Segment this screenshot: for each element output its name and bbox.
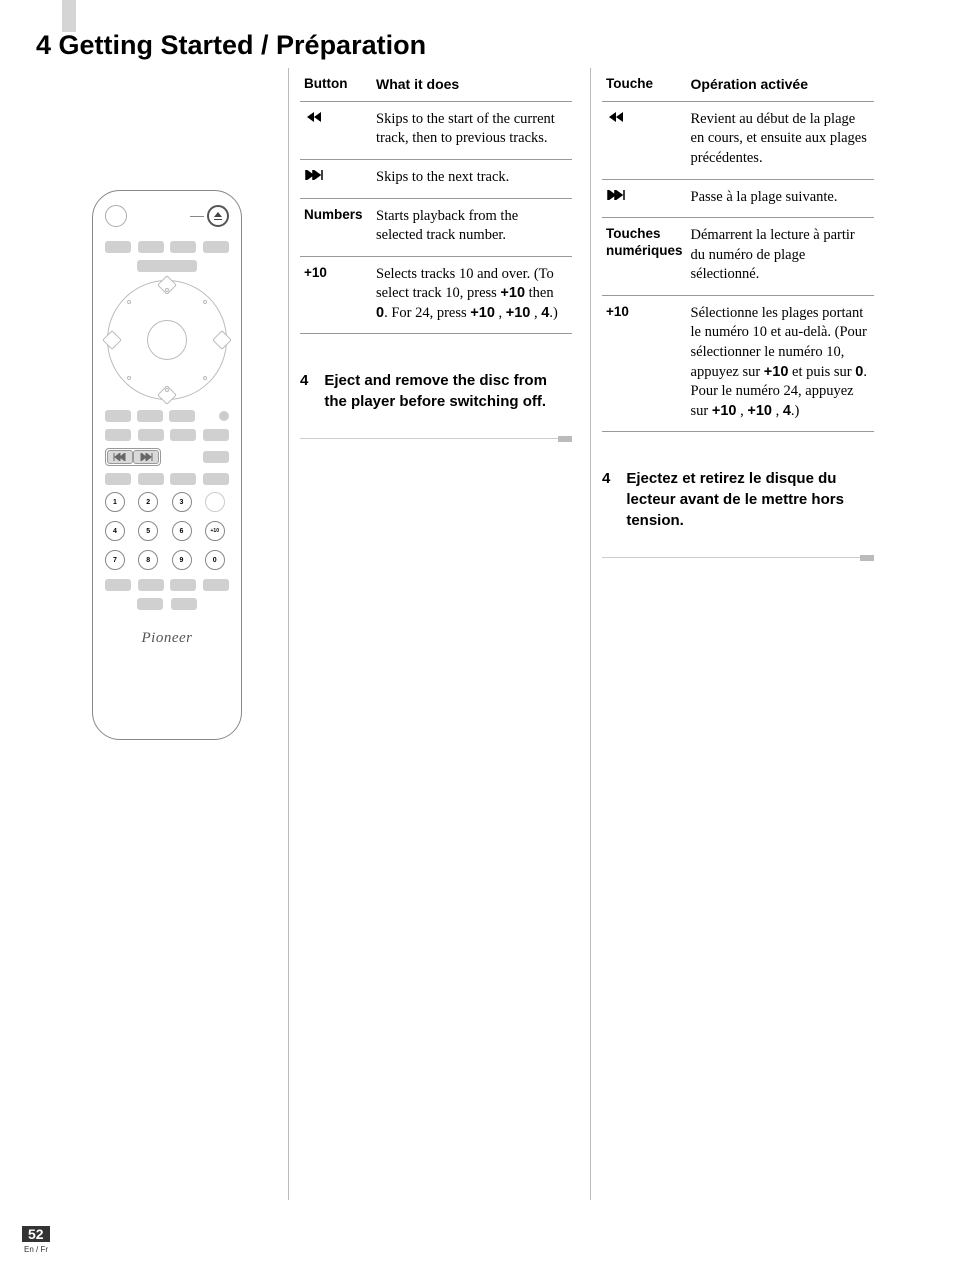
step-4-en: 4 Eject and remove the disc from the pla… [300,370,572,412]
chapter-title: 4 Getting Started / Préparation [36,30,426,61]
table-header: Touche [602,70,687,101]
button-table-en: Button What it does Skips to the start o… [300,70,572,334]
prev-track-icon [602,101,687,179]
next-track-button-graphic [133,450,159,464]
remote-illustration: 123 456+10 7890 Pioneer [92,190,242,740]
remote-brand: Pioneer [105,630,229,647]
column-divider [288,68,289,1200]
table-header: Opération activée [687,70,874,101]
table-cell: Numbers [300,198,372,256]
table-cell: +10 [602,295,687,431]
section-divider [300,438,572,439]
table-cell: Starts playback from the selected track … [372,198,572,256]
french-column: Touche Opération activée Revient au débu… [602,70,874,558]
number-pad-graphic: 123 456+10 7890 [105,492,229,570]
table-cell: Sélectionne les plages portant le numéro… [687,295,874,431]
table-cell: +10 [300,256,372,334]
table-header: Button [300,70,372,101]
table-cell: Revient au début de la plage en cours, e… [687,101,874,179]
step-4-fr: 4 Ejectez et retirez le disque du lecteu… [602,468,874,531]
chapter-tab [62,0,76,32]
table-cell: Skips to the start of the current track,… [372,101,572,159]
table-cell: Passe à la plage suivante. [687,179,874,218]
next-track-icon [602,179,687,218]
column-divider [590,68,591,1200]
table-cell: Démarrent la lecture à partir du numéro … [687,218,874,296]
table-cell: Skips to the next track. [372,160,572,199]
page-number: 52 [22,1226,50,1242]
next-track-icon [300,160,372,199]
page-language: En / Fr [22,1245,50,1254]
section-divider [602,557,874,558]
dpad-graphic [107,280,227,400]
page-footer: 52 En / Fr [22,1226,50,1254]
table-cell: Touches numériques [602,218,687,296]
eject-button-graphic [207,205,229,227]
english-column: Button What it does Skips to the start o… [300,70,572,439]
power-button-graphic [105,205,127,227]
prev-track-button-graphic [107,450,133,464]
table-cell: Selects tracks 10 and over. (To select t… [372,256,572,334]
prev-track-icon [300,101,372,159]
button-table-fr: Touche Opération activée Revient au débu… [602,70,874,432]
table-header: What it does [372,70,572,101]
